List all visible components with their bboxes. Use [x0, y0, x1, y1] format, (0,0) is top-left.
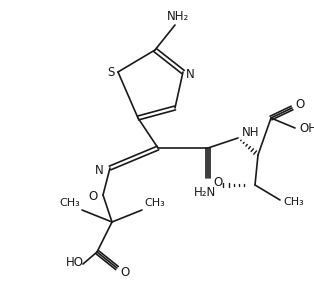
Text: CH₃: CH₃ — [283, 197, 304, 207]
Text: CH₃: CH₃ — [144, 198, 165, 208]
Text: HO: HO — [66, 256, 84, 269]
Text: O: O — [295, 98, 304, 112]
Text: N: N — [186, 69, 194, 81]
Text: NH₂: NH₂ — [167, 11, 189, 23]
Text: O: O — [120, 267, 129, 279]
Text: O: O — [213, 175, 222, 189]
Text: S: S — [107, 65, 115, 79]
Text: OH: OH — [299, 121, 314, 135]
Text: O: O — [89, 190, 98, 204]
Text: N: N — [95, 164, 104, 178]
Text: H₂N: H₂N — [194, 187, 216, 199]
Text: NH: NH — [242, 126, 259, 140]
Text: CH₃: CH₃ — [59, 198, 80, 208]
